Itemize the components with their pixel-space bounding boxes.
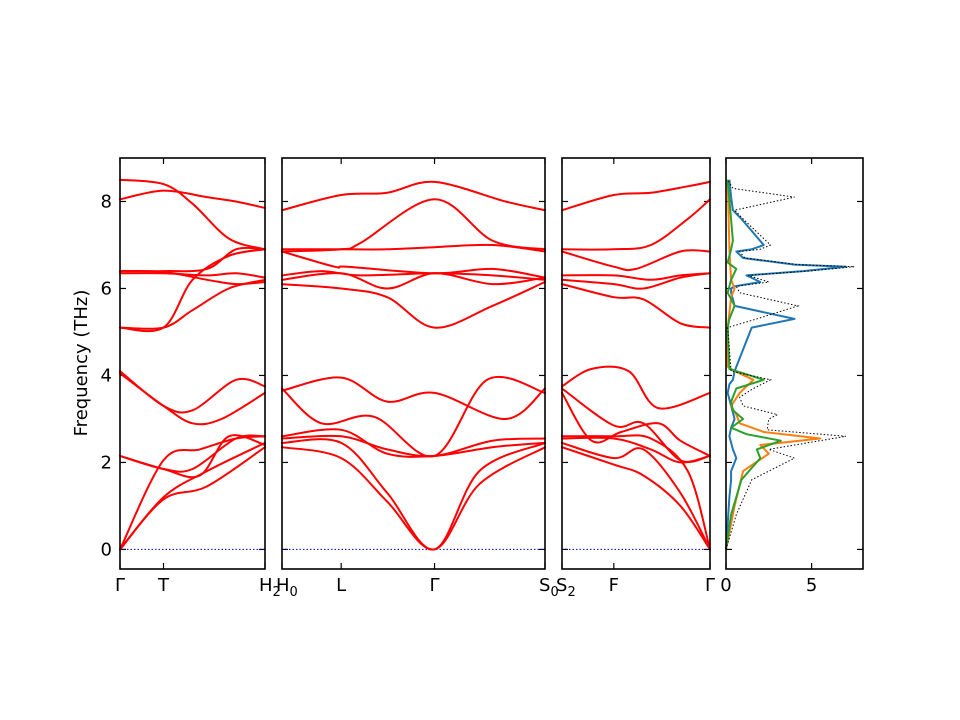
- panel-frame: [119, 157, 266, 570]
- phonon-branch-12: [281, 180, 546, 212]
- y-tick-label: 2: [101, 452, 112, 473]
- y-tick-label: 4: [101, 365, 112, 386]
- x-tick-subscript: 0: [550, 585, 558, 600]
- phonon-branch-5: [281, 375, 546, 458]
- phonon-branch-9: [119, 278, 266, 330]
- dos-series-2: [725, 179, 822, 550]
- x-tick-subscript: 0: [290, 585, 298, 600]
- phonon-branch-4: [561, 434, 711, 551]
- phonon-branch-2: [281, 438, 546, 551]
- y-tick-label: 8: [101, 191, 112, 212]
- panel-2: H0 L Γ S0: [276, 157, 559, 600]
- phonon-branch-13: [119, 189, 266, 209]
- y-tick-label: 6: [101, 278, 112, 299]
- phonon-branch-6: [561, 391, 711, 457]
- dos-series-4: [725, 179, 855, 550]
- x-tick-label: 5: [806, 575, 817, 596]
- dos-series-3: [725, 179, 782, 550]
- x-tick-label: F: [609, 575, 619, 596]
- phonon-branch-10: [281, 250, 546, 279]
- phonon-branch-5: [561, 387, 711, 463]
- x-tick-subscript: 2: [273, 585, 281, 600]
- dos-series-1: [725, 179, 847, 550]
- y-axis-label: Frequency (THz): [71, 290, 92, 437]
- x-tick-label: T: [157, 575, 170, 596]
- panel-3: S2 F Γ: [556, 157, 715, 600]
- phonon-branch-10: [561, 272, 711, 281]
- phonon-branch-8: [561, 283, 711, 329]
- phonon-branch-1: [561, 446, 711, 551]
- phonon-branch-5: [119, 434, 266, 479]
- x-tick-label: Γ: [115, 575, 125, 596]
- phonon-branch-7: [119, 372, 266, 426]
- phonon-branch-10: [119, 272, 266, 279]
- phonon-branch-4: [281, 428, 546, 458]
- x-tick-label: Γ: [705, 575, 715, 596]
- phonon-branch-12: [119, 246, 266, 273]
- panel-frame: [561, 157, 711, 570]
- x-tick-label: L: [336, 575, 346, 596]
- phonon-branch-1: [281, 446, 546, 551]
- phonon-branch-12: [561, 198, 711, 251]
- phonon-branch-6: [281, 376, 546, 421]
- phonon-branch-3: [281, 434, 546, 458]
- phonon-branch-2: [119, 441, 266, 551]
- phonon-branch-11: [561, 249, 711, 272]
- phonon-branch-14: [119, 178, 266, 251]
- x-tick-subscript: 2: [567, 585, 575, 600]
- phonon-branch-7: [561, 365, 711, 410]
- phonon-branch-9: [561, 272, 711, 290]
- y-tick-label: 0: [101, 539, 112, 560]
- x-tick-label: Γ: [430, 575, 440, 596]
- panel-frame: [725, 157, 864, 570]
- phonon-branch-13: [561, 180, 711, 212]
- phonon-branch-8: [119, 248, 266, 333]
- phonon-branch-9: [281, 270, 546, 281]
- phonon-branch-13: [281, 198, 546, 253]
- phonon-branch-7: [281, 281, 546, 329]
- phonon-branch-2: [561, 441, 711, 551]
- panel-frame: [281, 157, 546, 570]
- x-tick-label: S2: [556, 575, 576, 600]
- x-tick-label: 0: [720, 575, 731, 596]
